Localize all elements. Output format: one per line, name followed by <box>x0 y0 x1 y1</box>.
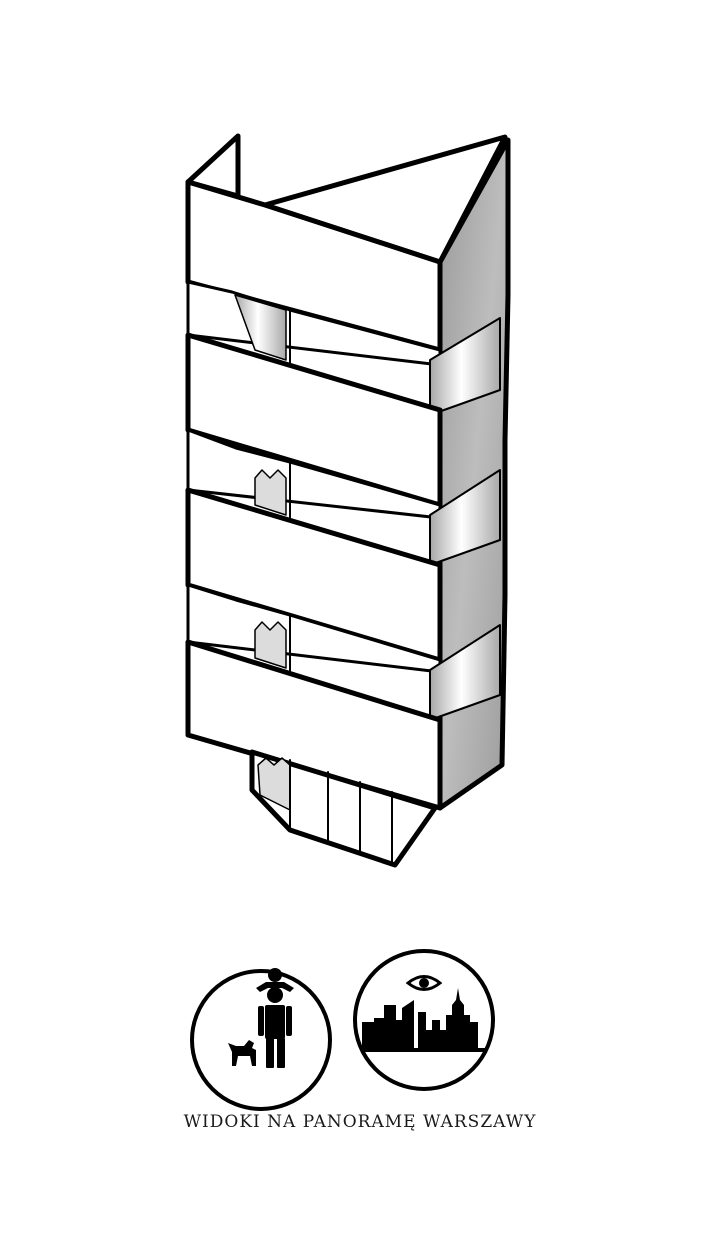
stairs-2 <box>254 469 287 516</box>
tower <box>185 133 511 868</box>
base-stairs <box>257 757 291 811</box>
city-skyline-view-icon <box>353 949 495 1091</box>
band-1 <box>185 179 443 353</box>
recess-1-side <box>429 317 501 416</box>
caption: WIDOKI NA PANORAMĘ WARSZAWY <box>183 1112 537 1132</box>
recess-2-side <box>429 469 501 566</box>
family-with-dog-icon <box>190 968 332 1111</box>
band-4 <box>185 639 443 811</box>
stairs-3 <box>254 621 287 669</box>
recess-3-side <box>429 624 501 721</box>
recess-1-shade <box>234 294 287 361</box>
base <box>249 749 438 868</box>
